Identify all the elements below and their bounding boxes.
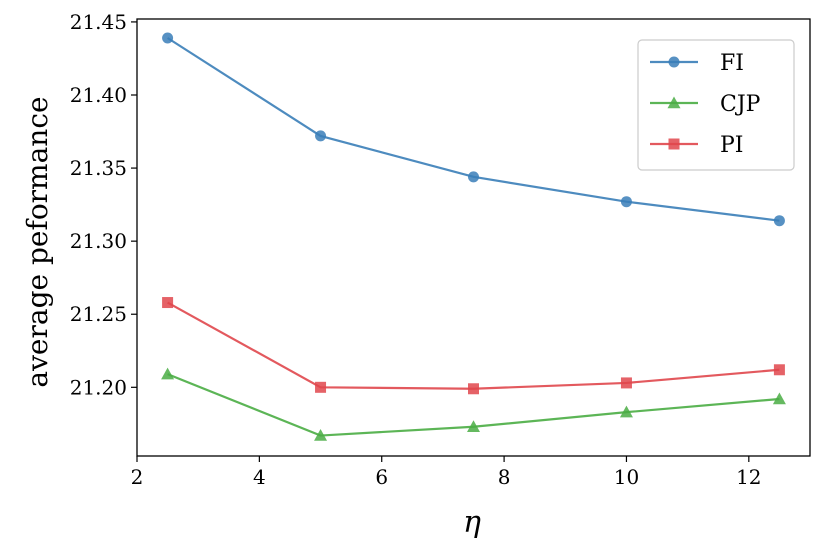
legend-label-cjp: CJP (720, 92, 761, 117)
y-tick-label: 21.35 (70, 156, 127, 180)
legend-label-pi: PI (720, 133, 744, 158)
legend-marker-cjp (667, 96, 681, 109)
x-tick-label: 6 (375, 465, 388, 489)
plot-frame (136, 18, 811, 457)
y-axis: 21.20 21.25 21.30 21.35 21.40 21.45 (70, 10, 137, 399)
data-point-cjp (619, 405, 633, 418)
x-axis-label: η (463, 505, 481, 540)
data-point-fi (162, 32, 174, 44)
y-tick-label: 21.40 (70, 83, 127, 107)
y-tick-label: 21.25 (70, 302, 127, 326)
series-line-pi (167, 301, 780, 390)
data-point-fi (315, 130, 327, 142)
data-point-fi (773, 215, 785, 227)
x-tick-label: 2 (131, 465, 144, 489)
data-point-pi (620, 377, 632, 389)
legend-box (637, 39, 795, 171)
x-tick-label: 4 (253, 465, 266, 489)
plot-area (136, 18, 811, 457)
legend-marker-pi (668, 138, 680, 150)
data-point-fi (468, 171, 479, 183)
x-tick-label: 8 (498, 465, 511, 489)
x-axis: 2 4 6 8 10 12 (131, 456, 762, 489)
legend-marker-fi (668, 56, 680, 68)
data-point-pi (773, 364, 785, 376)
data-point-fi (620, 196, 632, 208)
legend-label-fi: FI (720, 51, 744, 76)
y-tick-label: 21.45 (70, 10, 127, 34)
data-point-cjp (314, 429, 328, 441)
data-point-pi (468, 383, 479, 395)
data-point-pi (315, 381, 327, 393)
y-axis-label: average peformance (21, 96, 54, 387)
y-tick-label: 21.30 (70, 229, 127, 253)
x-tick-label: 10 (614, 465, 639, 489)
legend: FI CJP PI (637, 39, 795, 171)
data-point-cjp (467, 420, 480, 432)
data-point-cjp (772, 392, 786, 405)
data-point-cjp (161, 367, 175, 380)
y-tick-label: 21.20 (70, 375, 127, 399)
data-point-pi (162, 297, 174, 309)
x-tick-label: 12 (736, 465, 761, 489)
